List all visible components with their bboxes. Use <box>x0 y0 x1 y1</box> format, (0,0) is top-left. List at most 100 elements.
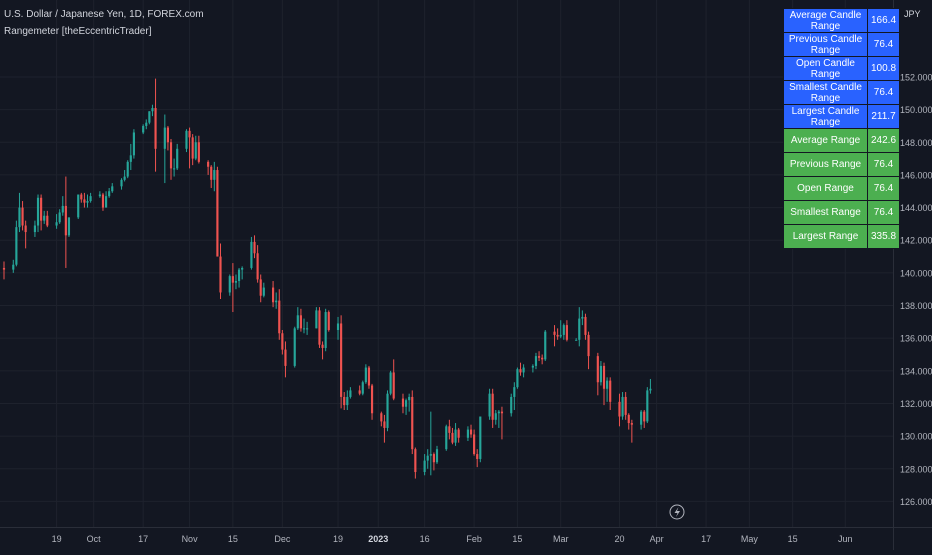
candle-body <box>64 205 67 236</box>
range-label: Average Range <box>783 128 868 153</box>
candle <box>197 135 200 164</box>
lightning-icon[interactable] <box>669 504 685 520</box>
candle-body <box>250 241 253 268</box>
candle-body <box>556 334 559 337</box>
candle <box>534 352 538 370</box>
candle <box>531 364 534 373</box>
candle <box>83 192 86 208</box>
candle-body <box>318 310 321 345</box>
candle <box>541 354 544 365</box>
candle-body <box>24 225 27 233</box>
candle <box>599 361 603 386</box>
range-row: Previous Range 76.4 <box>783 152 901 177</box>
currency-label: JPY <box>904 9 921 19</box>
candle-body <box>213 170 216 180</box>
range-label: Largest Candle Range <box>783 104 868 129</box>
range-value: 76.4 <box>866 32 901 57</box>
candle-body <box>281 333 284 350</box>
range-table: Average Candle Range 166.4 Previous Candle… <box>783 8 901 249</box>
candle-body <box>216 170 219 257</box>
candle-body <box>627 414 630 424</box>
symbol-title[interactable]: U.S. Dollar / Japanese Yen, 1D, FOREX.co… <box>4 9 204 20</box>
candle <box>343 392 346 410</box>
candle-body <box>380 413 383 422</box>
indicator-label[interactable]: Rangemeter [theEccentricTrader] <box>4 26 152 37</box>
range-row: Smallest Range 76.4 <box>783 200 901 225</box>
candle-body <box>541 357 544 360</box>
candle-body <box>210 166 213 180</box>
candle-body <box>253 241 256 254</box>
candle <box>432 452 435 471</box>
candle-body <box>321 344 324 348</box>
candle-body <box>126 161 129 177</box>
candle-body <box>86 201 89 203</box>
candle <box>58 209 61 224</box>
candle-body <box>476 454 479 459</box>
candle <box>606 377 609 402</box>
candle <box>640 409 643 430</box>
candle-body <box>389 372 392 394</box>
candle-body <box>207 161 210 167</box>
candle <box>123 170 126 182</box>
candle-body <box>602 365 606 389</box>
candle <box>111 183 114 193</box>
candle <box>148 111 151 125</box>
candle <box>476 449 479 468</box>
candle-body <box>361 382 364 394</box>
candle-body <box>497 411 500 414</box>
candle <box>302 318 306 334</box>
candle <box>383 414 386 443</box>
x-tick-label: Feb <box>466 534 482 544</box>
y-tick-label: 152.000 <box>900 72 932 82</box>
candle <box>80 192 83 203</box>
candle <box>132 129 135 159</box>
candle <box>414 447 417 479</box>
candle-body <box>169 142 173 169</box>
candle-body <box>296 315 299 329</box>
y-tick-label: 130.000 <box>900 432 932 442</box>
candle <box>281 330 284 355</box>
candle <box>77 194 80 219</box>
candle-body <box>426 455 429 461</box>
candle <box>296 307 299 331</box>
candle <box>404 398 408 415</box>
candle-body <box>197 142 200 162</box>
x-tick-label: May <box>741 534 759 544</box>
candle <box>544 330 547 362</box>
candle <box>250 236 253 270</box>
range-label: Open Range <box>783 176 868 201</box>
candle <box>336 316 340 340</box>
candle-body <box>562 325 565 335</box>
candle <box>101 192 105 211</box>
candle <box>435 445 439 464</box>
candle <box>256 245 259 283</box>
candle <box>278 289 281 340</box>
candle-body <box>83 199 86 203</box>
candle-body <box>33 225 37 233</box>
candle <box>241 266 244 280</box>
candle-body <box>630 423 633 425</box>
x-tick-label: 16 <box>420 534 430 544</box>
range-label: Previous Candle Range <box>783 32 868 57</box>
candle-body <box>544 331 547 360</box>
candle-body <box>43 215 46 221</box>
range-row: Previous Candle Range 76.4 <box>783 32 901 57</box>
candle-body <box>519 369 522 373</box>
candle <box>621 392 624 420</box>
candle-body <box>173 168 176 170</box>
candle-body <box>15 227 18 265</box>
candle <box>516 367 519 389</box>
candle-body <box>578 318 581 340</box>
candle-body <box>575 339 578 341</box>
candle-body <box>531 365 534 368</box>
candle-body <box>219 256 222 293</box>
x-tick-label: Oct <box>87 534 102 544</box>
candle <box>151 104 154 117</box>
candle-body <box>516 369 519 388</box>
candle-body <box>386 393 389 428</box>
candle-body <box>370 385 374 414</box>
candle <box>210 165 213 188</box>
candle <box>67 217 71 237</box>
